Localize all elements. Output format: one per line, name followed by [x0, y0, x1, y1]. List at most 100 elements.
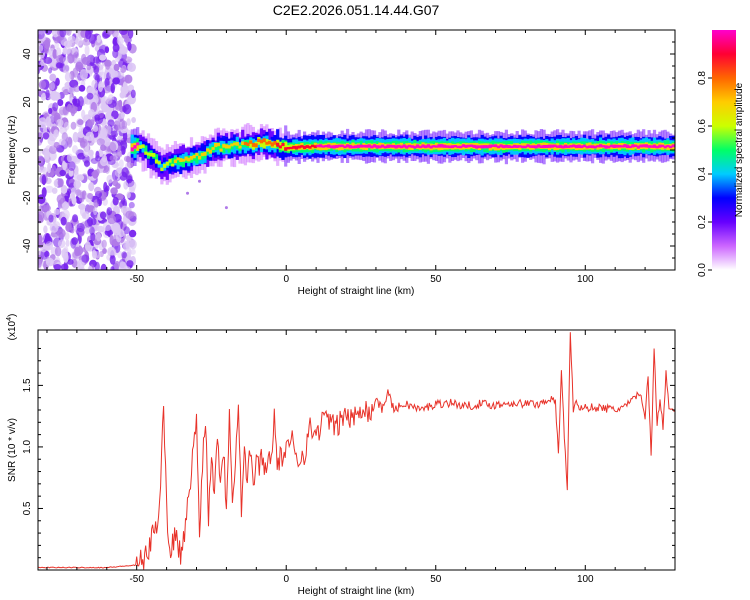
spectrogram-cell [386, 144, 390, 148]
spectrogram-cell [211, 147, 215, 150]
spectrogram-cell [86, 92, 94, 100]
spectrogram-cell [44, 30, 53, 35]
spectrogram-cell [631, 144, 635, 148]
spectrogram-cell [120, 66, 127, 73]
spectrogram-cell [76, 222, 85, 233]
spectrogram-cell [372, 144, 377, 148]
spectrogram-cell [152, 153, 156, 157]
spectrogram-cell [157, 161, 161, 165]
spectrogram-cell [62, 64, 70, 74]
spectrogram-cell [375, 145, 379, 149]
spectrogram-cell [67, 258, 74, 265]
spectrogram-cell [300, 145, 304, 148]
spectrogram-cell [109, 234, 114, 246]
spectrogram-cell [62, 47, 68, 55]
spectrogram-cell [407, 144, 412, 148]
spectrogram-cell [108, 247, 117, 256]
spectrogram-cell [109, 254, 116, 265]
spectrogram-cell [391, 145, 395, 148]
spectrogram-cell [346, 144, 350, 148]
spectrogram-cell [117, 251, 123, 259]
spectrogram-cell [72, 145, 78, 154]
spectrogram-cell [56, 54, 65, 64]
spectrogram-cell [179, 158, 183, 162]
spectrogram-cell [335, 144, 339, 148]
spectrogram-cell [99, 44, 107, 54]
spectrogram-cell [113, 63, 120, 71]
spectrogram-cell [130, 89, 136, 99]
spectrogram-cell [99, 211, 107, 220]
spectrogram-cell [65, 239, 70, 247]
snr-x-tick-label: 100 [577, 574, 594, 585]
spectrogram-cell [198, 155, 202, 160]
spectrogram-cell [338, 144, 342, 148]
spectrogram-cell [671, 144, 675, 148]
spectrogram-cell [63, 260, 68, 270]
spectrogram-cell [432, 145, 436, 148]
spectrogram-cell [57, 239, 66, 249]
spectrogram-cell [126, 118, 131, 126]
spectrogram-cell [93, 56, 101, 64]
spectrogram-cell [38, 259, 42, 268]
spectrogram-cell [123, 180, 129, 190]
spectrogram-cell [262, 141, 266, 149]
spectrogram-cell [123, 241, 130, 252]
spectrogram-cell [121, 251, 128, 259]
spectrogram-y-ticks: -40 -20 0 20 40 [22, 29, 675, 271]
spectrogram-cell [292, 145, 296, 149]
spectrogram-cell [251, 142, 255, 147]
spectrogram-cell [224, 144, 229, 149]
spectrogram-cell [477, 145, 482, 148]
spectrogram-cell [601, 145, 605, 148]
spectrogram-cell [539, 145, 543, 149]
spectrogram-cell [62, 160, 67, 171]
spectrogram-cell [593, 145, 597, 149]
spectrogram-cell [112, 179, 119, 187]
spectrogram-cell [381, 144, 385, 148]
spectrogram-cell [623, 144, 627, 148]
spectrogram-cell [108, 68, 116, 79]
snr-y-tick-label: 0.5 [22, 501, 33, 515]
spectrogram-cell [99, 54, 107, 61]
spectrogram-cell [60, 216, 67, 226]
spectrogram-cell [521, 145, 525, 149]
spectrogram-cell [107, 125, 112, 135]
spectrogram-cell [144, 151, 148, 155]
spectrogram-cell [515, 145, 519, 148]
spectrogram-cell [48, 214, 54, 223]
spectrogram-cell [67, 161, 76, 172]
spectrogram-cell [181, 159, 185, 168]
spectrogram-cell [268, 140, 272, 145]
spectrogram-cell [655, 145, 659, 149]
spectrogram-panel: -50 0 50 100 -40 -20 0 20 40 Height of straight… [7, 29, 676, 297]
spectrogram-cell [94, 114, 100, 121]
spectrogram-cell [324, 145, 328, 148]
spectrogram-cell [512, 144, 517, 148]
spectrogram-cell [49, 73, 57, 82]
spectrogram-cell [53, 208, 61, 215]
spectrogram-cell [426, 144, 430, 148]
spectrogram-cell [66, 103, 72, 113]
spectrogram-cell [235, 141, 239, 146]
spectrogram-cell [56, 228, 66, 238]
snr-panel: -50 0 50 100 0.5 1.0 1.5 Height of straight l… [6, 314, 676, 597]
spectrogram-cell [230, 143, 234, 147]
spectrogram-cell [66, 153, 73, 163]
spectrogram-cell [129, 239, 137, 250]
spectrogram-cell [294, 146, 299, 150]
spectrogram-cell [402, 144, 406, 148]
spectrogram-cell [332, 145, 336, 149]
spectrogram-cell [141, 145, 145, 153]
spectrogram-cell [116, 151, 123, 158]
colorbar-tick-label: 0.8 [697, 71, 708, 85]
spectrogram-cell [219, 148, 223, 152]
spectrogram-cell [163, 164, 167, 168]
spectrogram-cell [591, 145, 595, 149]
spectrogram-cell [160, 167, 164, 172]
spectrogram-cell [580, 145, 584, 149]
spectrogram-cell [130, 248, 136, 255]
spectrogram-cell [273, 142, 277, 149]
spectrogram-cell [75, 189, 82, 196]
spectrogram-cell [114, 168, 123, 178]
spectrogram-cell [90, 158, 99, 164]
